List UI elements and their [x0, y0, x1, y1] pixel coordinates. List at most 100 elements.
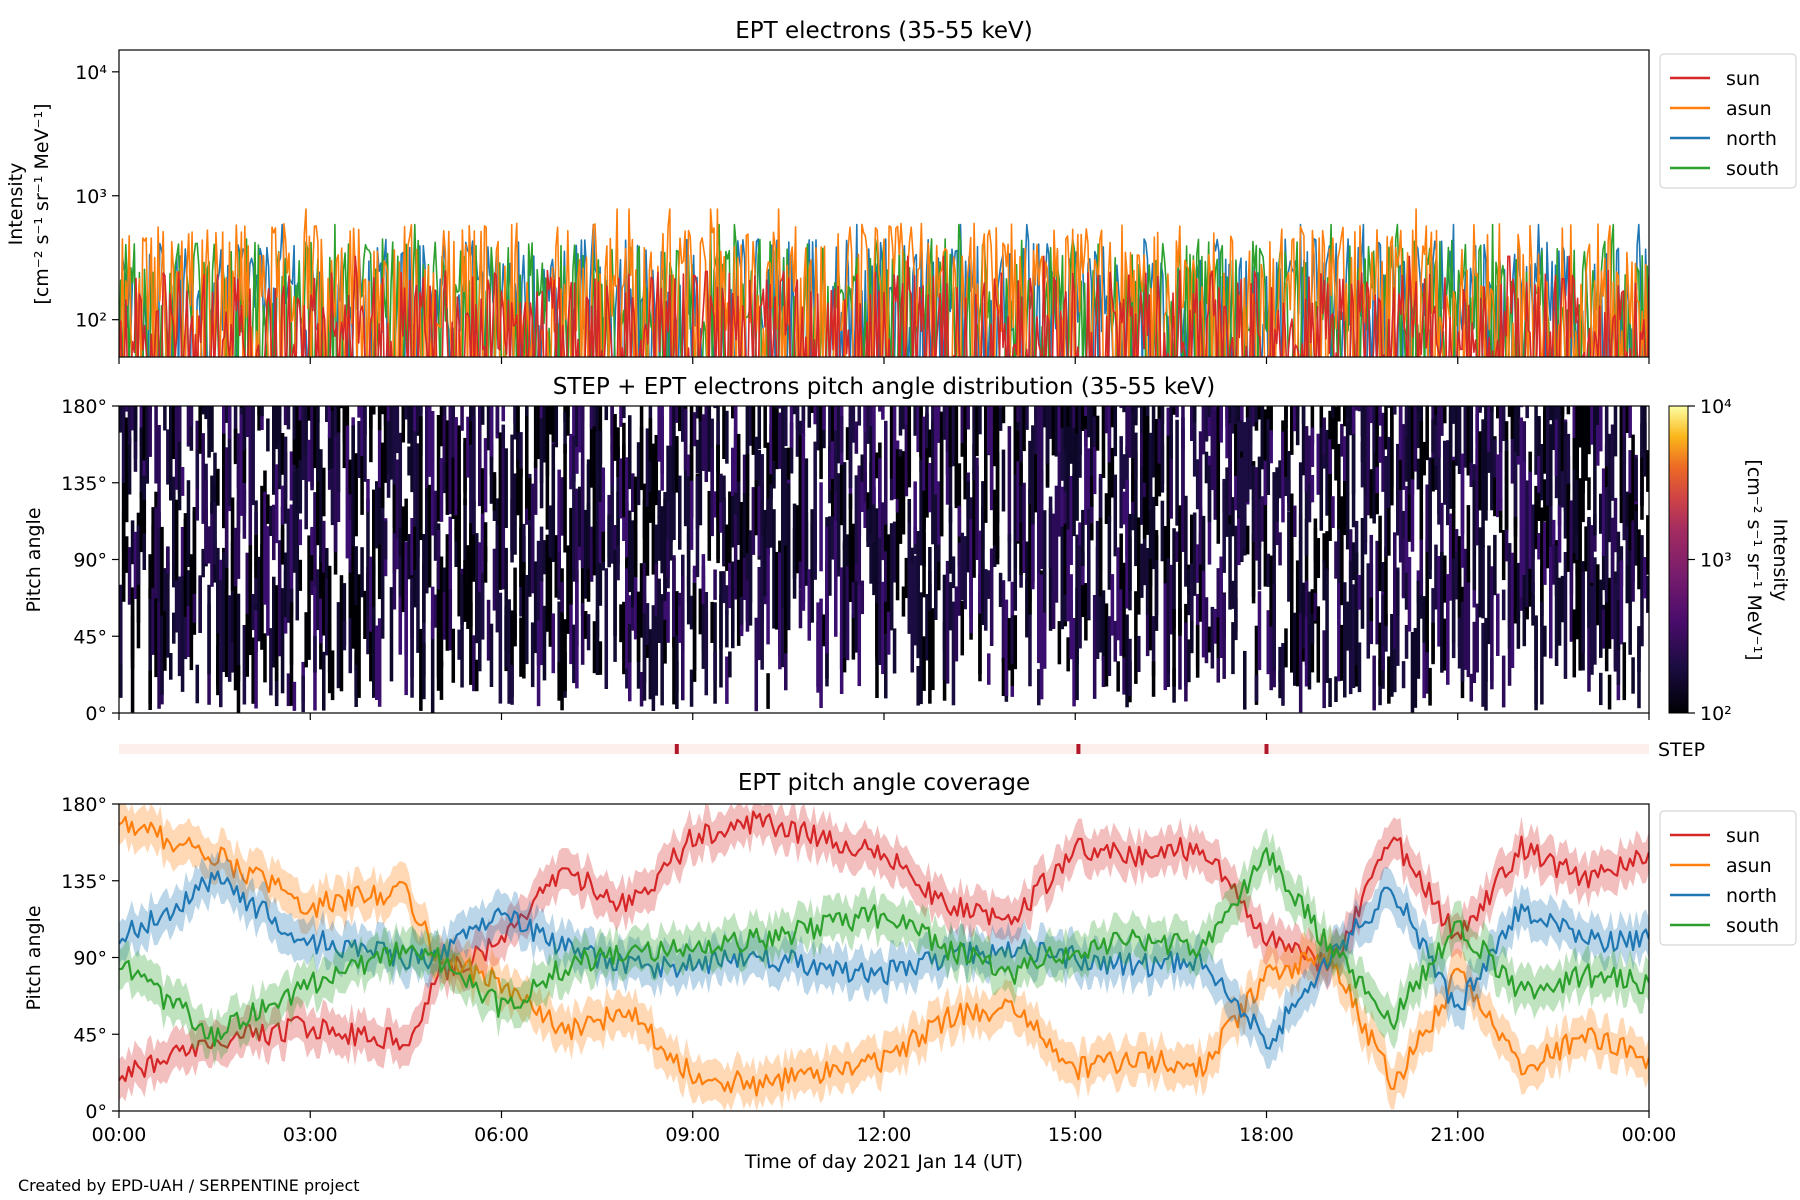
heatmap-cell [1551, 406, 1556, 450]
heatmap-cell [563, 619, 567, 692]
heatmap-cell [1363, 406, 1368, 495]
heatmap-cell [1622, 406, 1627, 510]
heatmap-cell [692, 583, 697, 682]
heatmap-cell [1443, 555, 1447, 603]
heatmap-cell [289, 504, 294, 615]
heatmap-cell [1031, 425, 1035, 525]
heatmap-cell [551, 406, 556, 443]
heatmap-cell [731, 561, 735, 649]
heatmap-cell [1572, 637, 1577, 678]
heatmap-cell [1460, 601, 1465, 682]
heatmap-cell [480, 406, 485, 425]
heatmap-cell [945, 441, 950, 505]
heatmap-cell [984, 443, 988, 523]
heatmap-cell [1428, 457, 1432, 579]
heatmap-cell [757, 486, 762, 556]
heatmap-cell [1451, 558, 1456, 643]
heatmap-cell [807, 406, 812, 428]
heatmap-cell [828, 516, 832, 596]
heatmap-cell [554, 406, 559, 448]
heatmap-cell [1163, 583, 1168, 691]
heatmap-cell [857, 585, 862, 687]
heatmap-cell [1178, 607, 1182, 690]
heatmap-cell [881, 502, 885, 561]
heatmap-cell [963, 536, 967, 610]
heatmap-cell [1116, 661, 1120, 692]
heatmap-cell [722, 500, 726, 565]
series-south-band [119, 827, 1649, 1067]
heatmap-cell [1278, 460, 1282, 499]
heatmap-cell [1478, 431, 1482, 511]
heatmap-cell [280, 588, 285, 694]
heatmap-cell [454, 417, 458, 516]
heatmap-cell [1448, 406, 1453, 447]
heatmap-cell [713, 569, 717, 600]
heatmap-cell [589, 526, 594, 582]
heatmap-cell [745, 406, 750, 496]
heatmap-cell [1322, 417, 1326, 455]
heatmap-cell [1522, 421, 1527, 462]
heatmap-cell [695, 476, 700, 578]
x-tick-label: 09:00 [665, 1124, 720, 1146]
heatmap-cell [1387, 474, 1391, 556]
heatmap-cell [1351, 584, 1356, 688]
heatmap-cell [1325, 443, 1329, 516]
panel2-title: STEP + EPT electrons pitch angle distrib… [553, 374, 1215, 400]
heatmap-cell [613, 525, 617, 551]
heatmap-cell [845, 427, 850, 460]
heatmap-cell [169, 653, 173, 680]
heatmap-cell [1307, 591, 1312, 625]
heatmap-cell [245, 406, 250, 437]
heatmap-cell [1169, 406, 1173, 459]
heatmap-cell [1225, 406, 1229, 459]
heatmap-cell [377, 406, 382, 431]
heatmap-cell [822, 406, 826, 430]
heatmap-cell [998, 572, 1003, 607]
heatmap-cell [1472, 480, 1477, 591]
heatmap-cell [1410, 632, 1415, 713]
heatmap-cell [1078, 545, 1082, 648]
heatmap-cell [369, 406, 373, 463]
heatmap-cell [130, 587, 135, 669]
heatmap-cell [1345, 406, 1350, 417]
y-tick-label: 180° [61, 396, 107, 418]
heatmap-cell [195, 664, 200, 704]
heatmap-cell [430, 620, 435, 713]
heatmap-cell [675, 406, 679, 423]
heatmap-cell [636, 591, 641, 662]
heatmap-cell [233, 428, 238, 465]
heatmap-cell [154, 558, 158, 678]
x-axis-label: Time of day 2021 Jan 14 (UT) [744, 1151, 1023, 1173]
heatmap-cell [486, 406, 491, 409]
heatmap-cell [510, 434, 514, 563]
heatmap-cell [689, 406, 694, 515]
heatmap-cell [363, 407, 367, 482]
heatmap-cell [1575, 406, 1579, 480]
heatmap-cell [1416, 580, 1421, 679]
heatmap-cell [998, 406, 1003, 431]
heatmap-cell [375, 484, 379, 549]
heatmap-cell [566, 406, 570, 436]
step-marker [1264, 744, 1269, 754]
heatmap-cell [660, 594, 664, 706]
heatmap-cell [230, 541, 235, 643]
heatmap-cell [469, 406, 473, 422]
heatmap-cell [792, 503, 797, 599]
heatmap-cell [1222, 593, 1226, 679]
heatmap-cell [1157, 406, 1162, 464]
heatmap-cell [1201, 570, 1206, 658]
heatmap-cell [951, 601, 956, 706]
heatmap-cell [775, 408, 779, 470]
heatmap-cell [274, 464, 279, 544]
heatmap-cell [407, 534, 411, 580]
heatmap-cell [928, 584, 932, 704]
heatmap-cell [1425, 639, 1429, 694]
heatmap-cell [475, 659, 479, 692]
heatmap-cell [210, 475, 214, 514]
heatmap-cell [784, 406, 788, 447]
heatmap-cell [948, 411, 953, 524]
heatmap-cell [133, 406, 138, 442]
heatmap-cell [124, 406, 129, 412]
heatmap-cell [1537, 533, 1541, 560]
heatmap-cell [707, 406, 712, 472]
